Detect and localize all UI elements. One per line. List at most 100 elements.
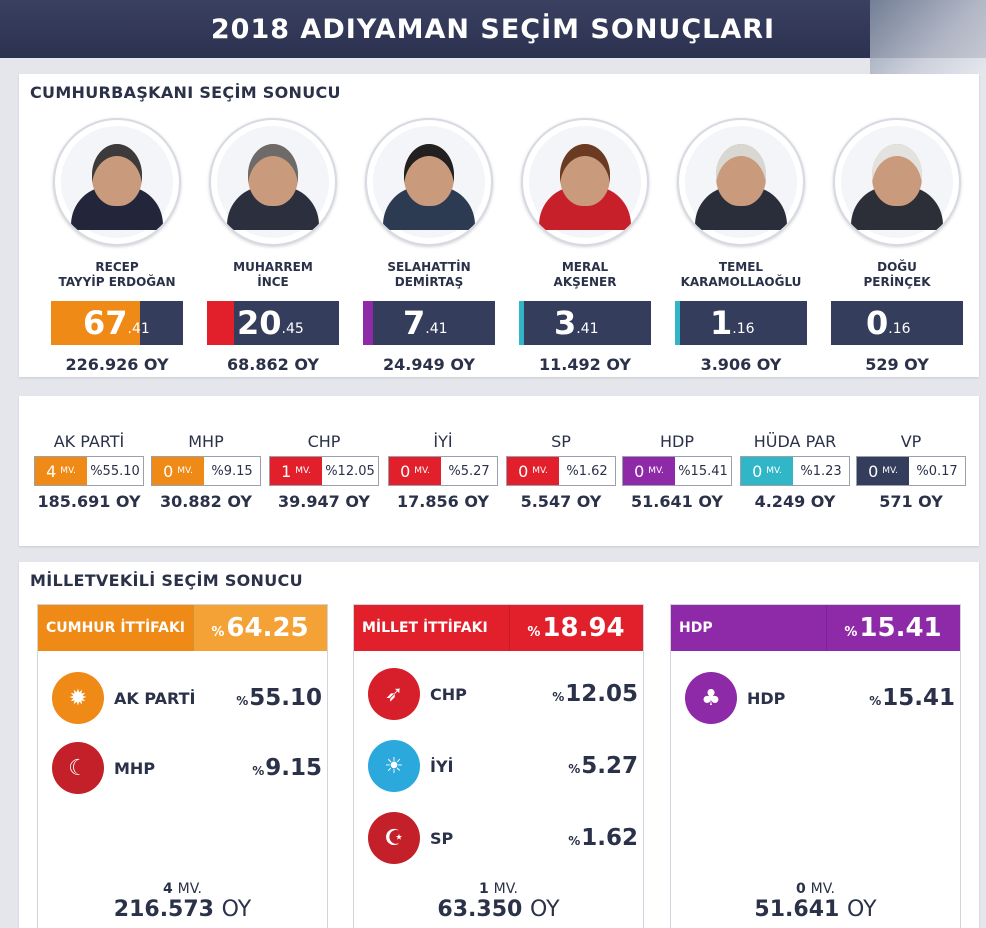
party-share: %1.62 [559, 457, 615, 485]
candidate-percent-int: 7 [403, 304, 426, 342]
party-votes: 39.947 OY [278, 492, 370, 511]
alliance-party-row: ➶ CHP %12.05 [368, 667, 638, 721]
party-seats: 0 MV. [857, 457, 909, 485]
alliance-party-name: SP [430, 828, 454, 848]
candidate-share-bar [51, 301, 140, 345]
party-name: MHP [188, 432, 224, 451]
party-name: SP [551, 432, 571, 451]
candidate-votes: 3.906 OY [700, 355, 782, 374]
alliance-party-row: ☪ SP %1.62 [368, 811, 638, 865]
party-seats: 0 MV. [507, 457, 559, 485]
alliance-name: CUMHUR İTTİFAKI [46, 620, 186, 636]
page-header: 2018 ADIYAMAN SEÇİM SONUÇLARI [0, 0, 986, 74]
candidate-percent-dec: .41 [127, 321, 150, 337]
party-name: VP [900, 432, 922, 451]
alliance-header: HDP % 15.41 [671, 605, 960, 651]
alliance-percent: % 18.94 [509, 605, 643, 651]
alliance-party-percent: %1.62 [568, 825, 638, 851]
page-title: 2018 ADIYAMAN SEÇİM SONUÇLARI [210, 13, 776, 45]
party-votes: 571 OY [879, 492, 943, 511]
tree-icon: ♣ [685, 672, 737, 724]
party-result: AK PARTİ 4 MV. %55.10 185.691 OY [34, 432, 144, 511]
candidate-percent-int: 1 [710, 304, 733, 342]
candidate-share-bar [675, 301, 680, 345]
candidate-votes: 24.949 OY [383, 355, 475, 374]
candidate-percent-box: 1.16 [675, 301, 807, 345]
alliance-party-row: ✹ AK PARTİ %55.10 [52, 671, 322, 725]
candidate-card: RECEP TAYYİP ERDOĞAN 67.41 226.926 OY [42, 118, 192, 374]
party-votes: 5.547 OY [520, 492, 602, 511]
crescent-stars-icon: ☪ [368, 812, 420, 864]
alliance-card: MİLLET İTTİFAKI % 18.94 ➶ CHP %12.05 ☀ İYİ %5.27… [353, 604, 644, 928]
candidate-votes: 226.926 OY [65, 355, 169, 374]
alliance-header: CUMHUR İTTİFAKI % 64.25 [38, 605, 327, 651]
candidate-percent-dec: .41 [425, 321, 448, 337]
party-seat-box: 4 MV. %55.10 [34, 456, 144, 486]
party-result: İYİ 0 MV. %5.27 17.856 OY [388, 432, 498, 511]
party-share: %55.10 [87, 457, 143, 485]
party-votes: 30.882 OY [160, 492, 252, 511]
alliance-party-name: CHP [430, 684, 467, 704]
parliament-panel: MİLLETVEKİLİ SEÇİM SONUCU CUMHUR İTTİFAK… [19, 562, 979, 928]
party-share: %12.05 [322, 457, 378, 485]
alliance-party-name: MHP [114, 758, 156, 778]
alliance-votes: 63.350 OY [437, 897, 560, 922]
candidate-percent-int: 3 [554, 304, 577, 342]
party-seats: 4 MV. [35, 457, 87, 485]
candidate-photo [53, 118, 181, 246]
candidate-photo [833, 118, 961, 246]
alliance-seats: 4 MV. [163, 881, 202, 897]
candidate-percent-int: 20 [237, 304, 282, 342]
alliance-party-row: ♣ HDP %15.41 [685, 671, 955, 725]
alliance-totals: 4 MV. 216.573 OY [38, 881, 327, 922]
alliance-name: HDP [679, 620, 713, 636]
candidate-name: MUHARREM İNCE [233, 260, 313, 289]
party-seat-box: 0 MV. %1.62 [506, 456, 616, 486]
party-result: HDP 0 MV. %15.41 51.641 OY [622, 432, 732, 511]
presidential-panel: CUMHURBAŞKANI SEÇİM SONUCU RECEP TAYYİP E… [19, 74, 979, 377]
crescents-icon: ☾ [52, 742, 104, 794]
candidate-card: DOĞU PERİNÇEK 0.16 529 OY [822, 118, 972, 374]
candidate-percent-dec: .41 [576, 321, 599, 337]
alliance-card: HDP % 15.41 ♣ HDP %15.41 0 MV. 51.641 OY [670, 604, 961, 928]
alliance-totals: 0 MV. 51.641 OY [671, 881, 960, 922]
alliance-party-name: AK PARTİ [114, 688, 196, 708]
party-name: AK PARTİ [53, 432, 125, 451]
candidate-percent-box: 67.41 [51, 301, 183, 345]
candidate-photo [209, 118, 337, 246]
candidate-photo [677, 118, 805, 246]
party-seats: 1 MV. [270, 457, 322, 485]
candidate-share-bar [831, 301, 836, 345]
party-share: %0.17 [909, 457, 965, 485]
candidate-share-bar [207, 301, 234, 345]
candidate-percent-dec: .16 [732, 321, 755, 337]
party-seat-box: 0 MV. %0.17 [856, 456, 966, 486]
party-seat-box: 1 MV. %12.05 [269, 456, 379, 486]
candidate-card: MUHARREM İNCE 20.45 68.862 OY [198, 118, 348, 374]
party-name: CHP [307, 432, 341, 451]
candidate-photo [521, 118, 649, 246]
alliance-party-percent: %55.10 [236, 685, 322, 711]
bulb-icon: ✹ [52, 672, 104, 724]
alliance-header: MİLLET İTTİFAKI % 18.94 [354, 605, 643, 651]
alliance-votes: 216.573 OY [113, 897, 252, 922]
party-results-panel: AK PARTİ 4 MV. %55.10 185.691 OY MHP 0 MV. %9.15… [19, 396, 979, 546]
alliance-seats: 0 MV. [796, 881, 835, 897]
six-arrows-icon: ➶ [368, 668, 420, 720]
party-result: HÜDA PAR 0 MV. %1.23 4.249 OY [740, 432, 850, 511]
candidate-percent-box: 20.45 [207, 301, 339, 345]
candidate-percent-box: 7.41 [363, 301, 495, 345]
alliance-party-percent: %5.27 [568, 753, 638, 779]
party-name: HDP [660, 432, 694, 451]
candidate-name: TEMEL KARAMOLLAOĞLU [680, 260, 802, 289]
candidate-votes: 529 OY [865, 355, 929, 374]
party-result: MHP 0 MV. %9.15 30.882 OY [151, 432, 261, 511]
alliance-party-row: ☀ İYİ %5.27 [368, 739, 638, 793]
party-share: %5.27 [441, 457, 497, 485]
candidate-card: SELAHATTİN DEMİRTAŞ 7.41 24.949 OY [354, 118, 504, 374]
candidate-name: RECEP TAYYİP ERDOĞAN [58, 260, 176, 289]
party-share: %9.15 [204, 457, 260, 485]
candidate-percent-box: 0.16 [831, 301, 963, 345]
candidate-name: DOĞU PERİNÇEK [863, 260, 931, 289]
candidate-share-bar [519, 301, 524, 345]
